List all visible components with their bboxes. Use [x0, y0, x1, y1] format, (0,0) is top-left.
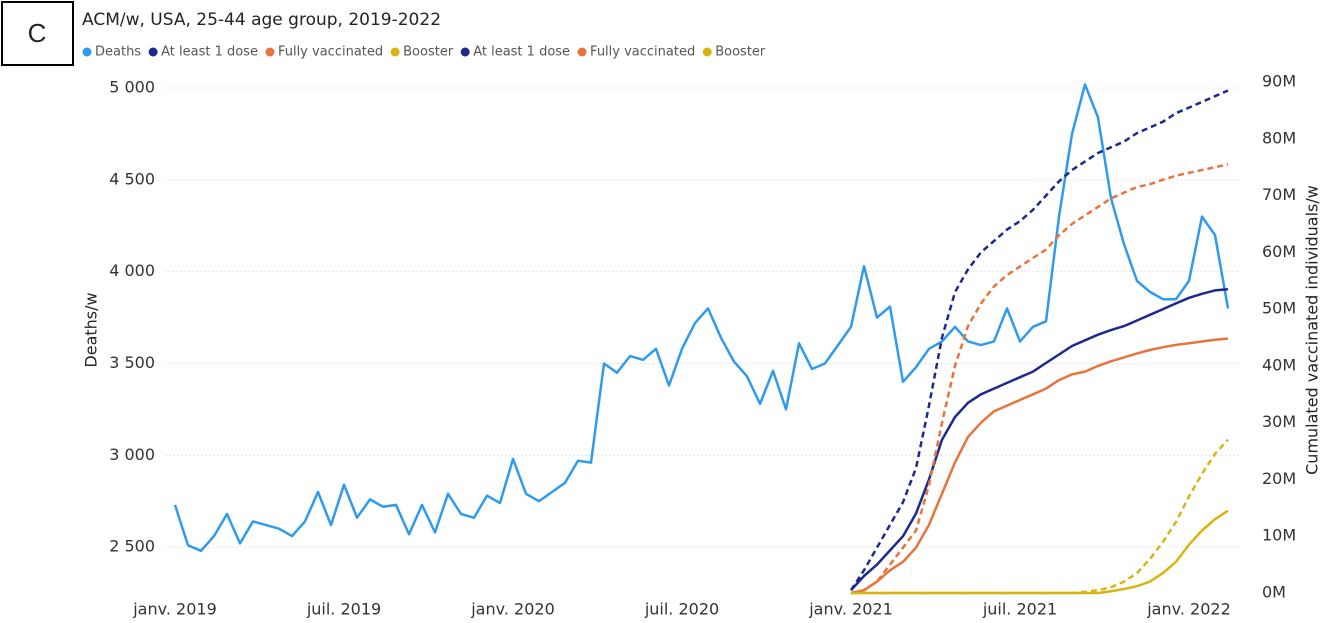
- x-tick-label: juil. 2019: [306, 600, 381, 619]
- y-tick-label: 2 500: [109, 537, 155, 556]
- legend-swatch: [577, 47, 587, 57]
- panel-box: [1, 1, 74, 66]
- legend-swatch: [265, 47, 275, 57]
- legend-label: Booster: [403, 45, 454, 60]
- y-axis-label: Deaths/w: [82, 292, 101, 367]
- legend-label: At least 1 dose: [473, 45, 570, 60]
- series-line: [851, 509, 1229, 595]
- series-line: [849, 89, 1229, 591]
- y2-tick-label: 70M: [1262, 185, 1296, 204]
- x-tick-label: juil. 2021: [982, 600, 1057, 619]
- x-tick-label: janv. 2019: [132, 600, 217, 619]
- y-tick-label: 4 500: [109, 169, 155, 188]
- x-tick-label: juil. 2020: [644, 600, 719, 619]
- legend-swatch: [460, 47, 470, 57]
- y-tick-label: 3 000: [109, 445, 155, 464]
- legend-label: Booster: [715, 45, 766, 60]
- y-tick-label: 4 000: [109, 261, 155, 280]
- y-tick-label: 5 000: [109, 78, 155, 97]
- legend-swatch: [148, 47, 158, 57]
- panel-label: C: [28, 18, 47, 48]
- x-tick-label: janv. 2020: [470, 600, 555, 619]
- legend-label: Fully vaccinated: [590, 45, 695, 60]
- legend-label: Deaths: [95, 45, 141, 60]
- chart-title: ACM/w, USA, 25-44 age group, 2019-2022: [82, 10, 441, 30]
- y2-tick-label: 10M: [1262, 526, 1296, 545]
- legend-swatch: [702, 47, 712, 57]
- series-line: [851, 438, 1229, 595]
- y2-tick-label: 0M: [1262, 583, 1286, 602]
- y2-tick-label: 40M: [1262, 355, 1296, 374]
- legend-swatch: [82, 47, 92, 57]
- legend-label: At least 1 dose: [161, 45, 258, 60]
- x-tick-label: janv. 2022: [1146, 600, 1231, 619]
- legend-label: Fully vaccinated: [278, 45, 383, 60]
- x-tick-label: janv. 2021: [808, 600, 893, 619]
- y2-tick-label: 60M: [1262, 242, 1296, 261]
- y2-tick-label: 90M: [1262, 72, 1296, 91]
- y2-axis-label: Cumulated vaccinated individuals/w: [1303, 185, 1322, 475]
- y2-tick-label: 80M: [1262, 128, 1296, 147]
- y-tick-label: 3 500: [109, 353, 155, 372]
- series-line: [850, 337, 1229, 595]
- legend-swatch: [390, 47, 400, 57]
- y2-tick-label: 50M: [1262, 299, 1296, 318]
- series-line: [850, 287, 1229, 592]
- y2-tick-label: 30M: [1262, 412, 1296, 431]
- y2-tick-label: 20M: [1262, 469, 1296, 488]
- series-line: [173, 83, 1230, 553]
